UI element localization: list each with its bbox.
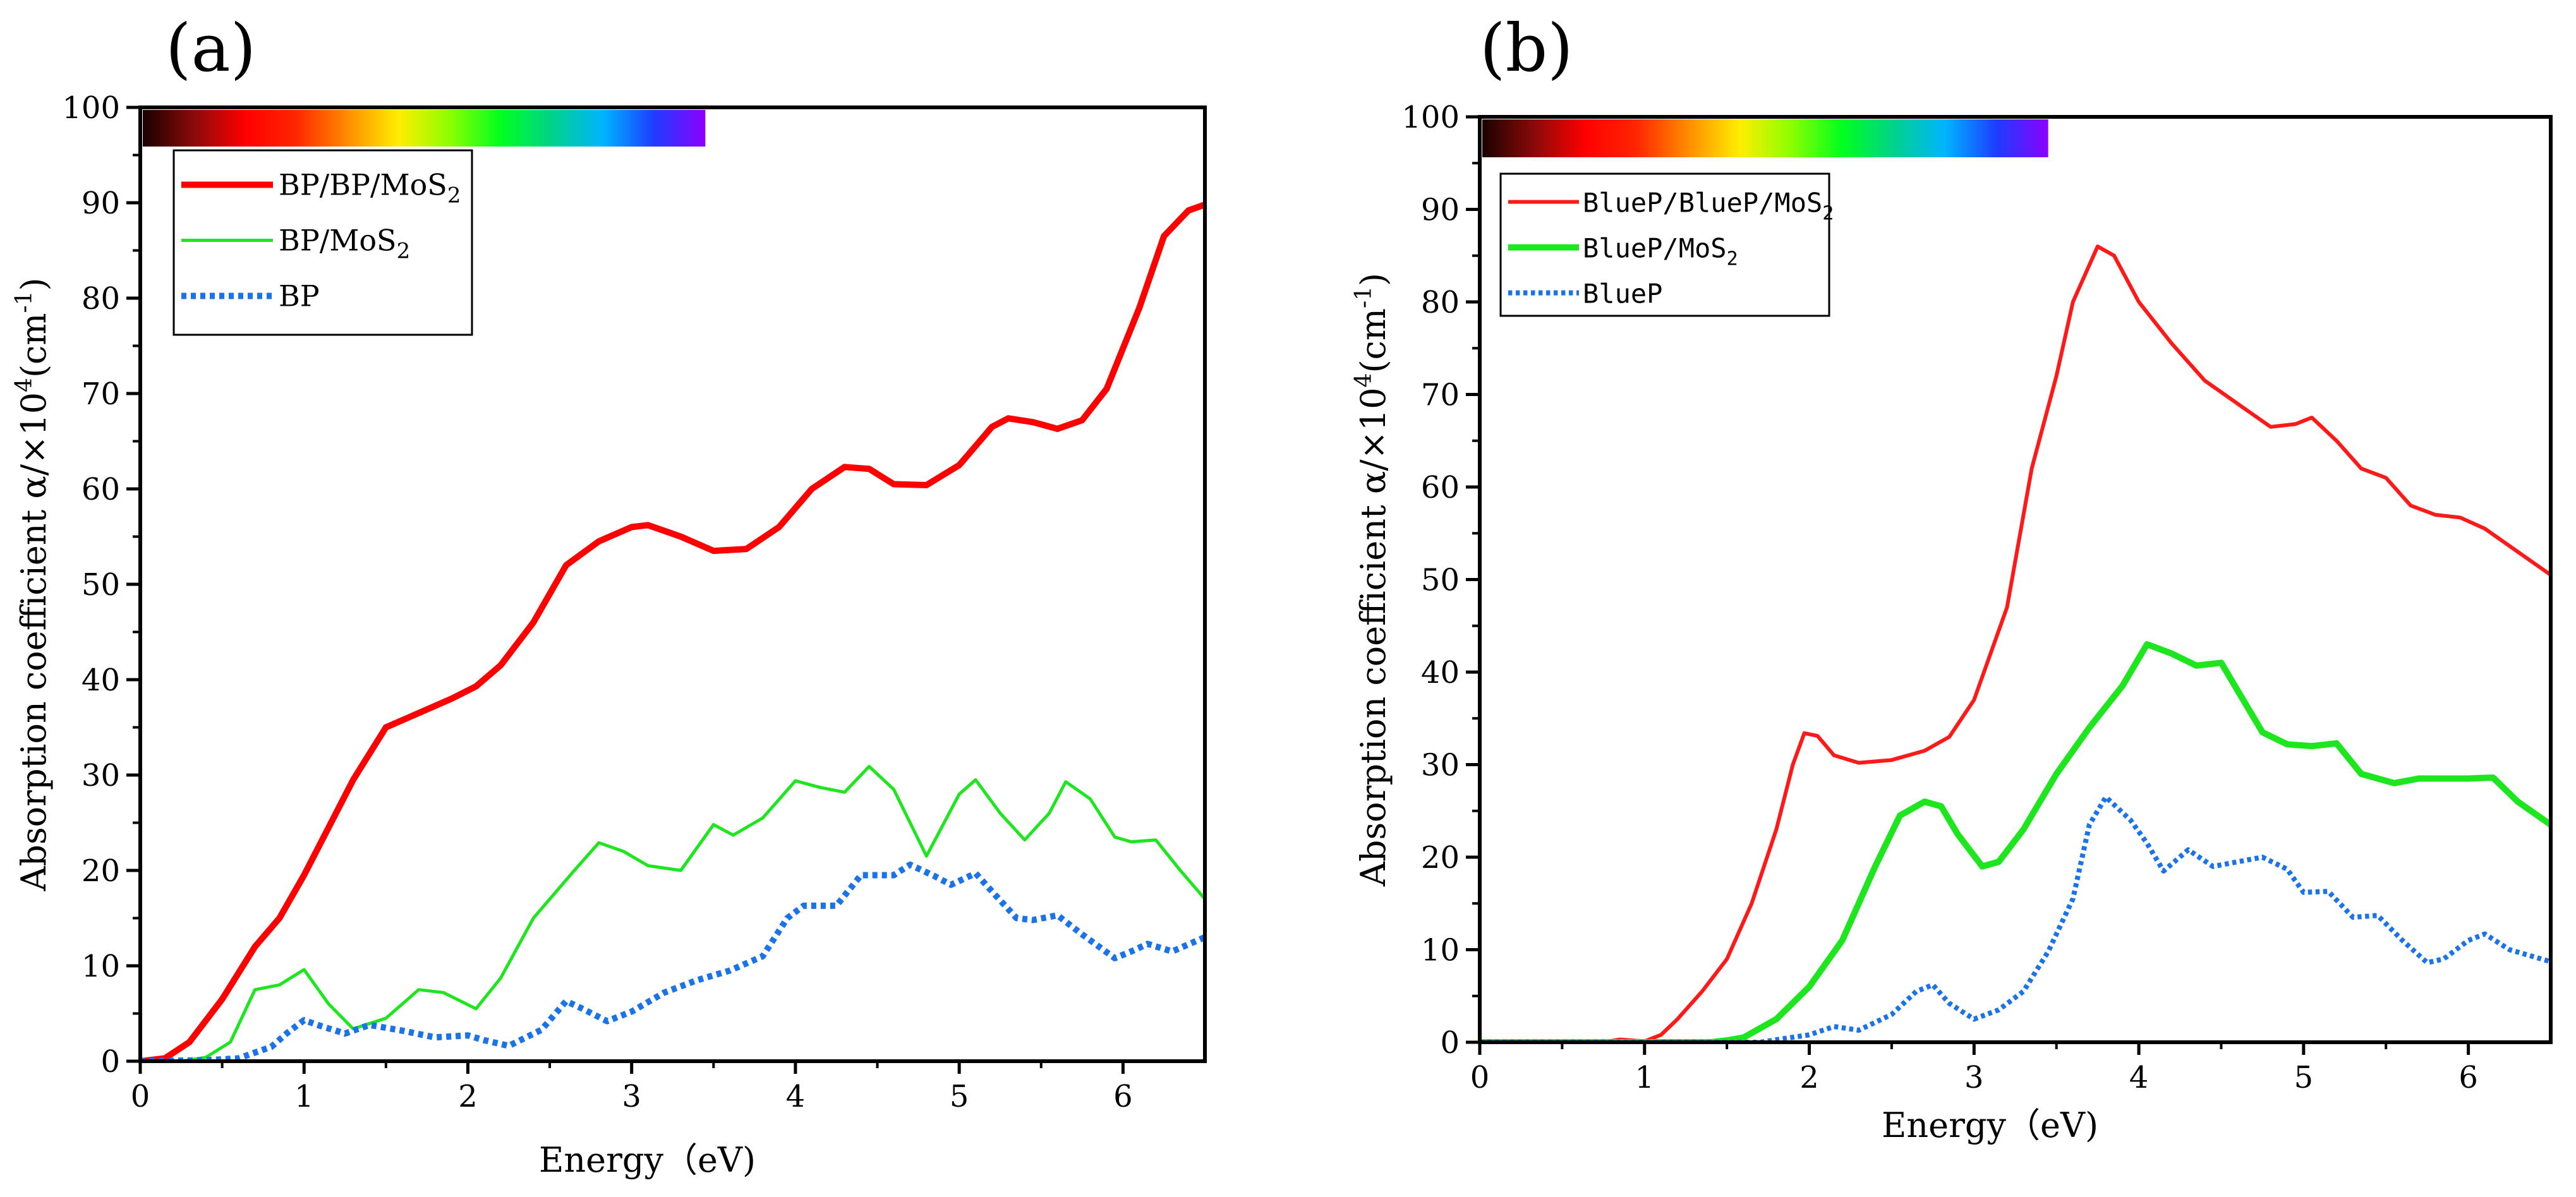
y-tick-label: 80 [1421,285,1460,320]
y-tick-label: 100 [62,90,120,126]
legend-label: BP [279,279,320,313]
y-tick-label: 70 [82,376,120,412]
y-tick-label: 40 [82,663,120,698]
x-tick-label: 4 [2129,1060,2149,1095]
axes-a [126,105,1125,1074]
panel-label-b: (b) [1480,9,1573,87]
y-tick-label: 10 [1421,933,1460,968]
legend-label: BP/BP/MoS2 [279,168,461,208]
panel-label-a: (a) [166,9,256,87]
y-axis-title-b-close: ) [1353,273,1393,286]
y-tick-label: 60 [82,472,120,507]
tick-labels-b: 0 10 20 30 40 50 60 70 80 90 100 0 1 2 3 4 5 6 [1401,100,2478,1095]
y-axis-title-a-unit-exp: -1 [11,291,37,313]
series-line-bp-bp-mos2 [140,202,1205,1061]
legend-label: BlueP/BlueP/MoS2 [1583,188,1834,225]
y-tick-label: 20 [1421,840,1460,875]
y-axis-title-a-exp: 4 [11,378,37,392]
series-line-bp-mos2 [140,764,1205,1061]
tick-labels-a: 0 10 20 30 40 50 60 70 80 90 100 0 1 2 3 4 5 6 [62,90,1132,1114]
x-tick-label: 3 [622,1079,641,1114]
y-tick-label: 10 [82,949,120,984]
legend-a: BP/BP/MoS2 BP/MoS2 BP [172,149,473,336]
legend-b: BlueP/BlueP/MoS2 BlueP/MoS2 BlueP [1499,172,1834,317]
y-axis-title-a-unit: (cm [14,313,54,378]
y-axis-title-b-unit: (cm [1353,308,1393,373]
y-tick-label: 50 [82,567,120,603]
y-axis-title-b-unit-exp: -1 [1351,286,1377,308]
series-line-bluep-bluep-mos2 [1480,244,2551,1042]
x-axis-title-a: Energy（eV) [539,1140,756,1180]
y-axis-title-a-close: ) [14,277,54,291]
axes-b [1466,115,2470,1055]
plot-frame-b [1478,115,2553,1044]
y-axis-title-b-main: Absorption coefficient α/×10 [1353,387,1393,887]
y-tick-label: 40 [1421,655,1460,690]
x-tick-label: 5 [2294,1060,2314,1095]
x-tick-label: 6 [2458,1060,2478,1095]
y-tick-label: 50 [1421,563,1460,598]
legend-box [172,149,473,336]
series-layer-a [140,202,1205,1061]
series-line-bluep-mos2 [1480,641,2551,1042]
y-tick-label: 20 [82,853,120,889]
x-tick-label: 1 [294,1079,314,1114]
y-tick-label: 90 [82,186,120,221]
x-tick-label: 3 [1964,1060,1984,1095]
spectrum-bar-b [1482,119,2048,157]
y-axis-title-a-main: Absorption coefficient α/×10 [14,392,54,892]
x-tick-label: 0 [131,1079,150,1114]
x-tick-label: 2 [458,1079,478,1114]
x-tick-label: 1 [1635,1060,1654,1095]
y-tick-label: 60 [1421,470,1460,505]
spectrum-bar-a [143,110,706,147]
y-tick-label: 70 [1421,378,1460,413]
chart-panel-b: 0 10 20 30 40 50 60 70 80 90 100 0 1 2 3 4 5 6 Energy（eV)… [1351,100,2553,1145]
y-tick-label: 90 [1421,193,1460,228]
y-tick-label: 30 [82,758,120,793]
y-axis-title-b-exp: 4 [1351,373,1377,388]
x-tick-label: 2 [1799,1060,1819,1095]
x-tick-label: 5 [950,1079,969,1114]
series-line-bluep [1480,794,2551,1042]
legend-label: BlueP/MoS2 [1583,233,1738,270]
x-tick-label: 0 [1470,1060,1490,1095]
plot-frame-a [138,105,1207,1063]
y-tick-label: 100 [1401,100,1460,135]
y-tick-label: 30 [1421,748,1460,783]
x-tick-label: 4 [786,1079,806,1114]
y-axis-title-b: Absorption coefficient α/×104(cm-1) [1351,273,1393,887]
chart-panel-a: 0 10 20 30 40 50 60 70 80 90 100 0 1 2 3 4 5 6 Energy（eV)… [11,90,1207,1180]
legend-label: BlueP [1583,279,1662,310]
legend-label: BP/MoS2 [279,224,410,264]
y-tick-label: 0 [1440,1025,1460,1061]
y-tick-label: 80 [82,281,120,316]
x-axis-title-b: Energy（eV) [1882,1105,2098,1145]
y-tick-label: 0 [100,1044,120,1080]
x-tick-label: 6 [1113,1079,1133,1114]
series-layer-b [1480,244,2551,1042]
y-axis-title-a: Absorption coefficient α/×104(cm-1) [11,277,54,891]
